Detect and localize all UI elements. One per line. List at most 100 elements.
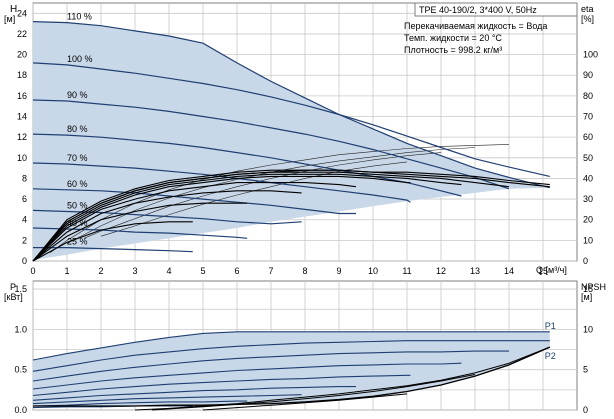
efficiency-curve — [32, 175, 411, 262]
y2-tick-label: 60 — [583, 132, 593, 142]
power-axis-label-line2: [кВт] — [4, 292, 23, 302]
speed-labels: 110 % 100 % 90 % 80 % 70 % 60 % 50 % 40 % 25 % — [67, 12, 93, 247]
y2-tick-label: 70 — [583, 112, 593, 122]
x-tick-label: 9 — [336, 266, 341, 276]
y2-tick-label: 90 — [583, 70, 593, 80]
x-tick-label: 5 — [200, 266, 205, 276]
p1-label: P1 — [545, 321, 556, 331]
npsh-tick-label: 5 — [583, 365, 588, 375]
y2-tick-label: 10 — [583, 235, 593, 245]
head-curves — [32, 21, 550, 253]
y2-tick-label: 20 — [583, 215, 593, 225]
x-tick-label: 1 — [64, 266, 69, 276]
bottom-axis-ticks: 0.0 0.5 1.0 1.5 0 5 10 15 — [14, 284, 593, 415]
y-tick-label: 8 — [22, 173, 27, 183]
efficiency-curve — [32, 169, 550, 262]
info-line-density: Плотность = 998.2 кг/м³ — [404, 45, 502, 55]
y-tick-label: 10 — [17, 153, 27, 163]
x-tick-label: 15 — [538, 266, 548, 276]
speed-label: 100 % — [67, 54, 93, 64]
efficiency-curve — [32, 221, 193, 262]
y-tick-label: 12 — [17, 132, 27, 142]
y-tick-label: 16 — [17, 91, 27, 101]
chart-title: TPE 40-190/2, 3*400 V, 50Hz — [419, 5, 537, 15]
speed-label: 40 % — [67, 218, 88, 228]
npsh-tick-label: 10 — [583, 324, 593, 334]
head-curve — [33, 247, 193, 253]
info-line-temperature: Темп. жидкости = 20 °C — [404, 33, 502, 43]
power-black-curve — [151, 374, 476, 411]
y-tick-label: 14 — [17, 112, 27, 122]
head-curve — [32, 21, 550, 189]
head-curve — [32, 99, 510, 190]
efficiency-curve — [32, 190, 302, 262]
power-tick-label: 1.0 — [14, 324, 27, 334]
power-curve — [32, 386, 356, 401]
power-tick-label: 1.5 — [14, 284, 27, 294]
top-axis-ticks: 0 1 2 3 4 5 6 7 8 9 10 11 12 13 14 15024681012141618202… — [17, 8, 598, 276]
head-curve — [32, 188, 356, 215]
power-curve — [32, 394, 302, 405]
npsh-axis-label-line2: [м] — [581, 292, 592, 302]
power-curve — [32, 362, 462, 390]
x-tick-label: 7 — [268, 266, 273, 276]
y-tick-label: 18 — [17, 70, 27, 80]
x-tick-label: 2 — [98, 266, 103, 276]
npsh-tick-label: 15 — [583, 284, 593, 294]
x-tick-label: 10 — [368, 266, 378, 276]
y-tick-label: 2 — [22, 235, 27, 245]
y2-tick-label: 80 — [583, 91, 593, 101]
speed-label: 70 % — [67, 153, 88, 163]
title-box — [414, 2, 578, 17]
x-tick-label: 8 — [302, 266, 307, 276]
power-curve — [32, 400, 248, 407]
x-tick-label: 3 — [132, 266, 137, 276]
speed-label: 110 % — [67, 12, 92, 22]
head-efficiency-panel: 110 % 100 % 90 % 80 % 70 % 60 % 50 % 40 % 25 % 0… — [4, 2, 598, 276]
power-tick-label: 0.5 — [14, 365, 27, 375]
y2-tick-label: 100 — [583, 50, 598, 60]
power-curves — [32, 331, 550, 409]
power-black-curve — [202, 393, 408, 411]
power-black-curves — [33, 346, 551, 411]
power-curve — [32, 374, 411, 397]
efficiency-curve — [32, 171, 510, 262]
y2-tick-label: 40 — [583, 173, 593, 183]
x-axis-label: Q [м³/ч] — [536, 265, 567, 275]
efficiency-curve — [32, 182, 357, 262]
y-tick-label: 4 — [22, 215, 27, 225]
efficiency-curve — [32, 202, 248, 262]
power-axis-label-line1: P — [10, 282, 16, 292]
y-tick-label: 0 — [22, 256, 27, 266]
y-axis-label-line1: H — [10, 4, 17, 15]
power-black-curve — [134, 346, 550, 411]
power-tick-label: 0.0 — [14, 405, 27, 415]
x-tick-label: 6 — [234, 266, 239, 276]
head-curve — [32, 209, 302, 225]
y-tick-label: 20 — [17, 50, 27, 60]
p2-label: P2 — [545, 351, 556, 361]
y2-tick-label: 50 — [583, 153, 593, 163]
power-curve — [32, 340, 550, 372]
power-npsh-panel: P1 P2 0.0 0.5 1.0 1.5 0 5 10 15 P [кВт] NPSH [м] — [4, 280, 606, 415]
x-tick-label: 0 — [30, 266, 35, 276]
speed-label: 90 % — [67, 90, 88, 100]
y2-tick-label: 30 — [583, 194, 593, 204]
npsh-axis-label-line1: NPSH — [581, 282, 606, 292]
envelope-area — [33, 331, 550, 406]
y-tick-label: 24 — [17, 8, 27, 18]
y2-axis-label-line2: [%] — [581, 14, 594, 24]
speed-label: 80 % — [67, 124, 88, 134]
power-curve — [32, 350, 509, 382]
y-tick-label: 6 — [22, 194, 27, 204]
efficiency-curve — [32, 173, 462, 262]
x-tick-label: 14 — [504, 266, 514, 276]
x-tick-label: 4 — [166, 266, 171, 276]
x-tick-label: 12 — [436, 266, 446, 276]
x-tick-label: 13 — [470, 266, 480, 276]
y-axis-label-line2: [м] — [4, 14, 15, 24]
head-curve — [32, 62, 550, 177]
y2-axis-label-line1: eta — [581, 4, 594, 14]
power-labels: P1 P2 — [545, 321, 556, 361]
